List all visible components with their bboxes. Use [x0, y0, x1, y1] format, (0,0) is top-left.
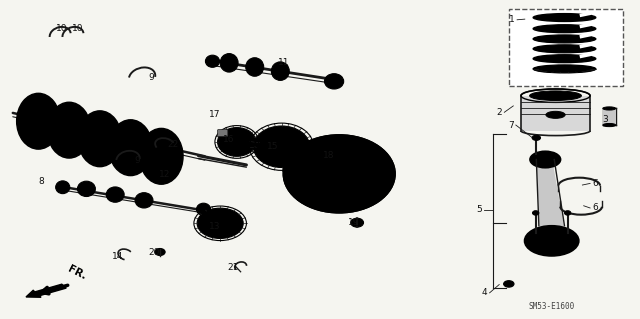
Text: 20: 20 — [148, 248, 159, 257]
Ellipse shape — [330, 166, 348, 182]
Ellipse shape — [533, 65, 596, 73]
Ellipse shape — [537, 155, 554, 164]
Ellipse shape — [197, 208, 243, 239]
Text: 1: 1 — [509, 15, 515, 24]
Text: 13: 13 — [209, 222, 221, 231]
Ellipse shape — [109, 120, 152, 176]
Ellipse shape — [534, 137, 538, 139]
Ellipse shape — [533, 45, 596, 53]
Ellipse shape — [209, 58, 216, 64]
Text: FR.: FR. — [66, 264, 88, 282]
Bar — [603, 108, 616, 125]
Text: 6: 6 — [593, 204, 598, 212]
Text: 2: 2 — [497, 108, 502, 117]
Ellipse shape — [56, 181, 70, 194]
Ellipse shape — [533, 14, 596, 22]
FancyBboxPatch shape — [218, 130, 228, 137]
Ellipse shape — [524, 226, 579, 256]
Text: SM53-E1600: SM53-E1600 — [529, 302, 575, 311]
Ellipse shape — [351, 218, 364, 227]
Ellipse shape — [301, 145, 377, 202]
Ellipse shape — [321, 159, 358, 189]
Ellipse shape — [44, 115, 64, 137]
Ellipse shape — [17, 93, 60, 149]
Ellipse shape — [57, 115, 81, 145]
Ellipse shape — [542, 66, 587, 71]
Ellipse shape — [205, 55, 220, 67]
Ellipse shape — [309, 151, 370, 197]
Text: 9: 9 — [148, 73, 154, 82]
Text: 14: 14 — [112, 252, 124, 261]
Ellipse shape — [253, 126, 310, 167]
Text: 12: 12 — [159, 170, 171, 179]
Ellipse shape — [533, 55, 596, 63]
Ellipse shape — [292, 140, 387, 207]
Ellipse shape — [542, 36, 587, 41]
Ellipse shape — [218, 128, 256, 156]
Ellipse shape — [77, 181, 95, 197]
Text: 3: 3 — [602, 115, 607, 124]
Ellipse shape — [550, 113, 561, 117]
Text: 10: 10 — [72, 24, 84, 33]
Bar — [509, 9, 623, 86]
Text: 6: 6 — [593, 179, 598, 188]
Text: 16: 16 — [223, 135, 235, 144]
Ellipse shape — [196, 203, 211, 215]
Ellipse shape — [324, 74, 344, 89]
Ellipse shape — [220, 54, 238, 72]
Text: 7: 7 — [508, 121, 513, 130]
Text: 9: 9 — [134, 156, 140, 165]
Ellipse shape — [533, 25, 596, 33]
Ellipse shape — [207, 219, 233, 227]
Text: 15: 15 — [267, 142, 278, 151]
Polygon shape — [538, 168, 563, 226]
Ellipse shape — [284, 135, 396, 213]
Text: 18: 18 — [323, 151, 335, 160]
Text: 10: 10 — [56, 24, 67, 33]
Text: 8: 8 — [38, 177, 44, 186]
Ellipse shape — [135, 193, 153, 208]
Text: 4: 4 — [482, 288, 487, 297]
FancyArrow shape — [26, 284, 66, 297]
Ellipse shape — [26, 106, 51, 137]
Ellipse shape — [140, 129, 183, 184]
Text: 19: 19 — [348, 218, 359, 227]
Ellipse shape — [603, 107, 616, 110]
Text: 22: 22 — [167, 140, 179, 149]
Ellipse shape — [532, 135, 540, 140]
Ellipse shape — [227, 139, 247, 145]
Ellipse shape — [530, 91, 581, 100]
Ellipse shape — [506, 282, 511, 286]
Ellipse shape — [118, 132, 143, 163]
Ellipse shape — [266, 142, 297, 151]
Ellipse shape — [271, 62, 289, 80]
Ellipse shape — [533, 35, 596, 43]
Ellipse shape — [542, 26, 587, 31]
Ellipse shape — [149, 141, 173, 172]
Text: 5: 5 — [476, 205, 481, 214]
Ellipse shape — [537, 233, 566, 249]
Ellipse shape — [78, 111, 122, 167]
Ellipse shape — [530, 151, 561, 168]
Ellipse shape — [74, 123, 95, 146]
Ellipse shape — [88, 123, 112, 154]
Ellipse shape — [542, 46, 587, 51]
Ellipse shape — [564, 211, 571, 215]
Text: 11: 11 — [278, 58, 290, 67]
Ellipse shape — [542, 56, 587, 61]
Ellipse shape — [603, 123, 616, 127]
Ellipse shape — [546, 111, 565, 118]
Ellipse shape — [136, 141, 156, 164]
Text: 17: 17 — [209, 110, 221, 119]
Bar — [521, 96, 590, 131]
Ellipse shape — [106, 187, 124, 202]
Ellipse shape — [47, 102, 91, 158]
Ellipse shape — [542, 15, 587, 20]
Text: 21: 21 — [227, 263, 239, 272]
Ellipse shape — [504, 281, 514, 287]
Ellipse shape — [105, 132, 125, 155]
Ellipse shape — [155, 249, 165, 256]
Ellipse shape — [246, 58, 264, 76]
Ellipse shape — [532, 211, 539, 215]
